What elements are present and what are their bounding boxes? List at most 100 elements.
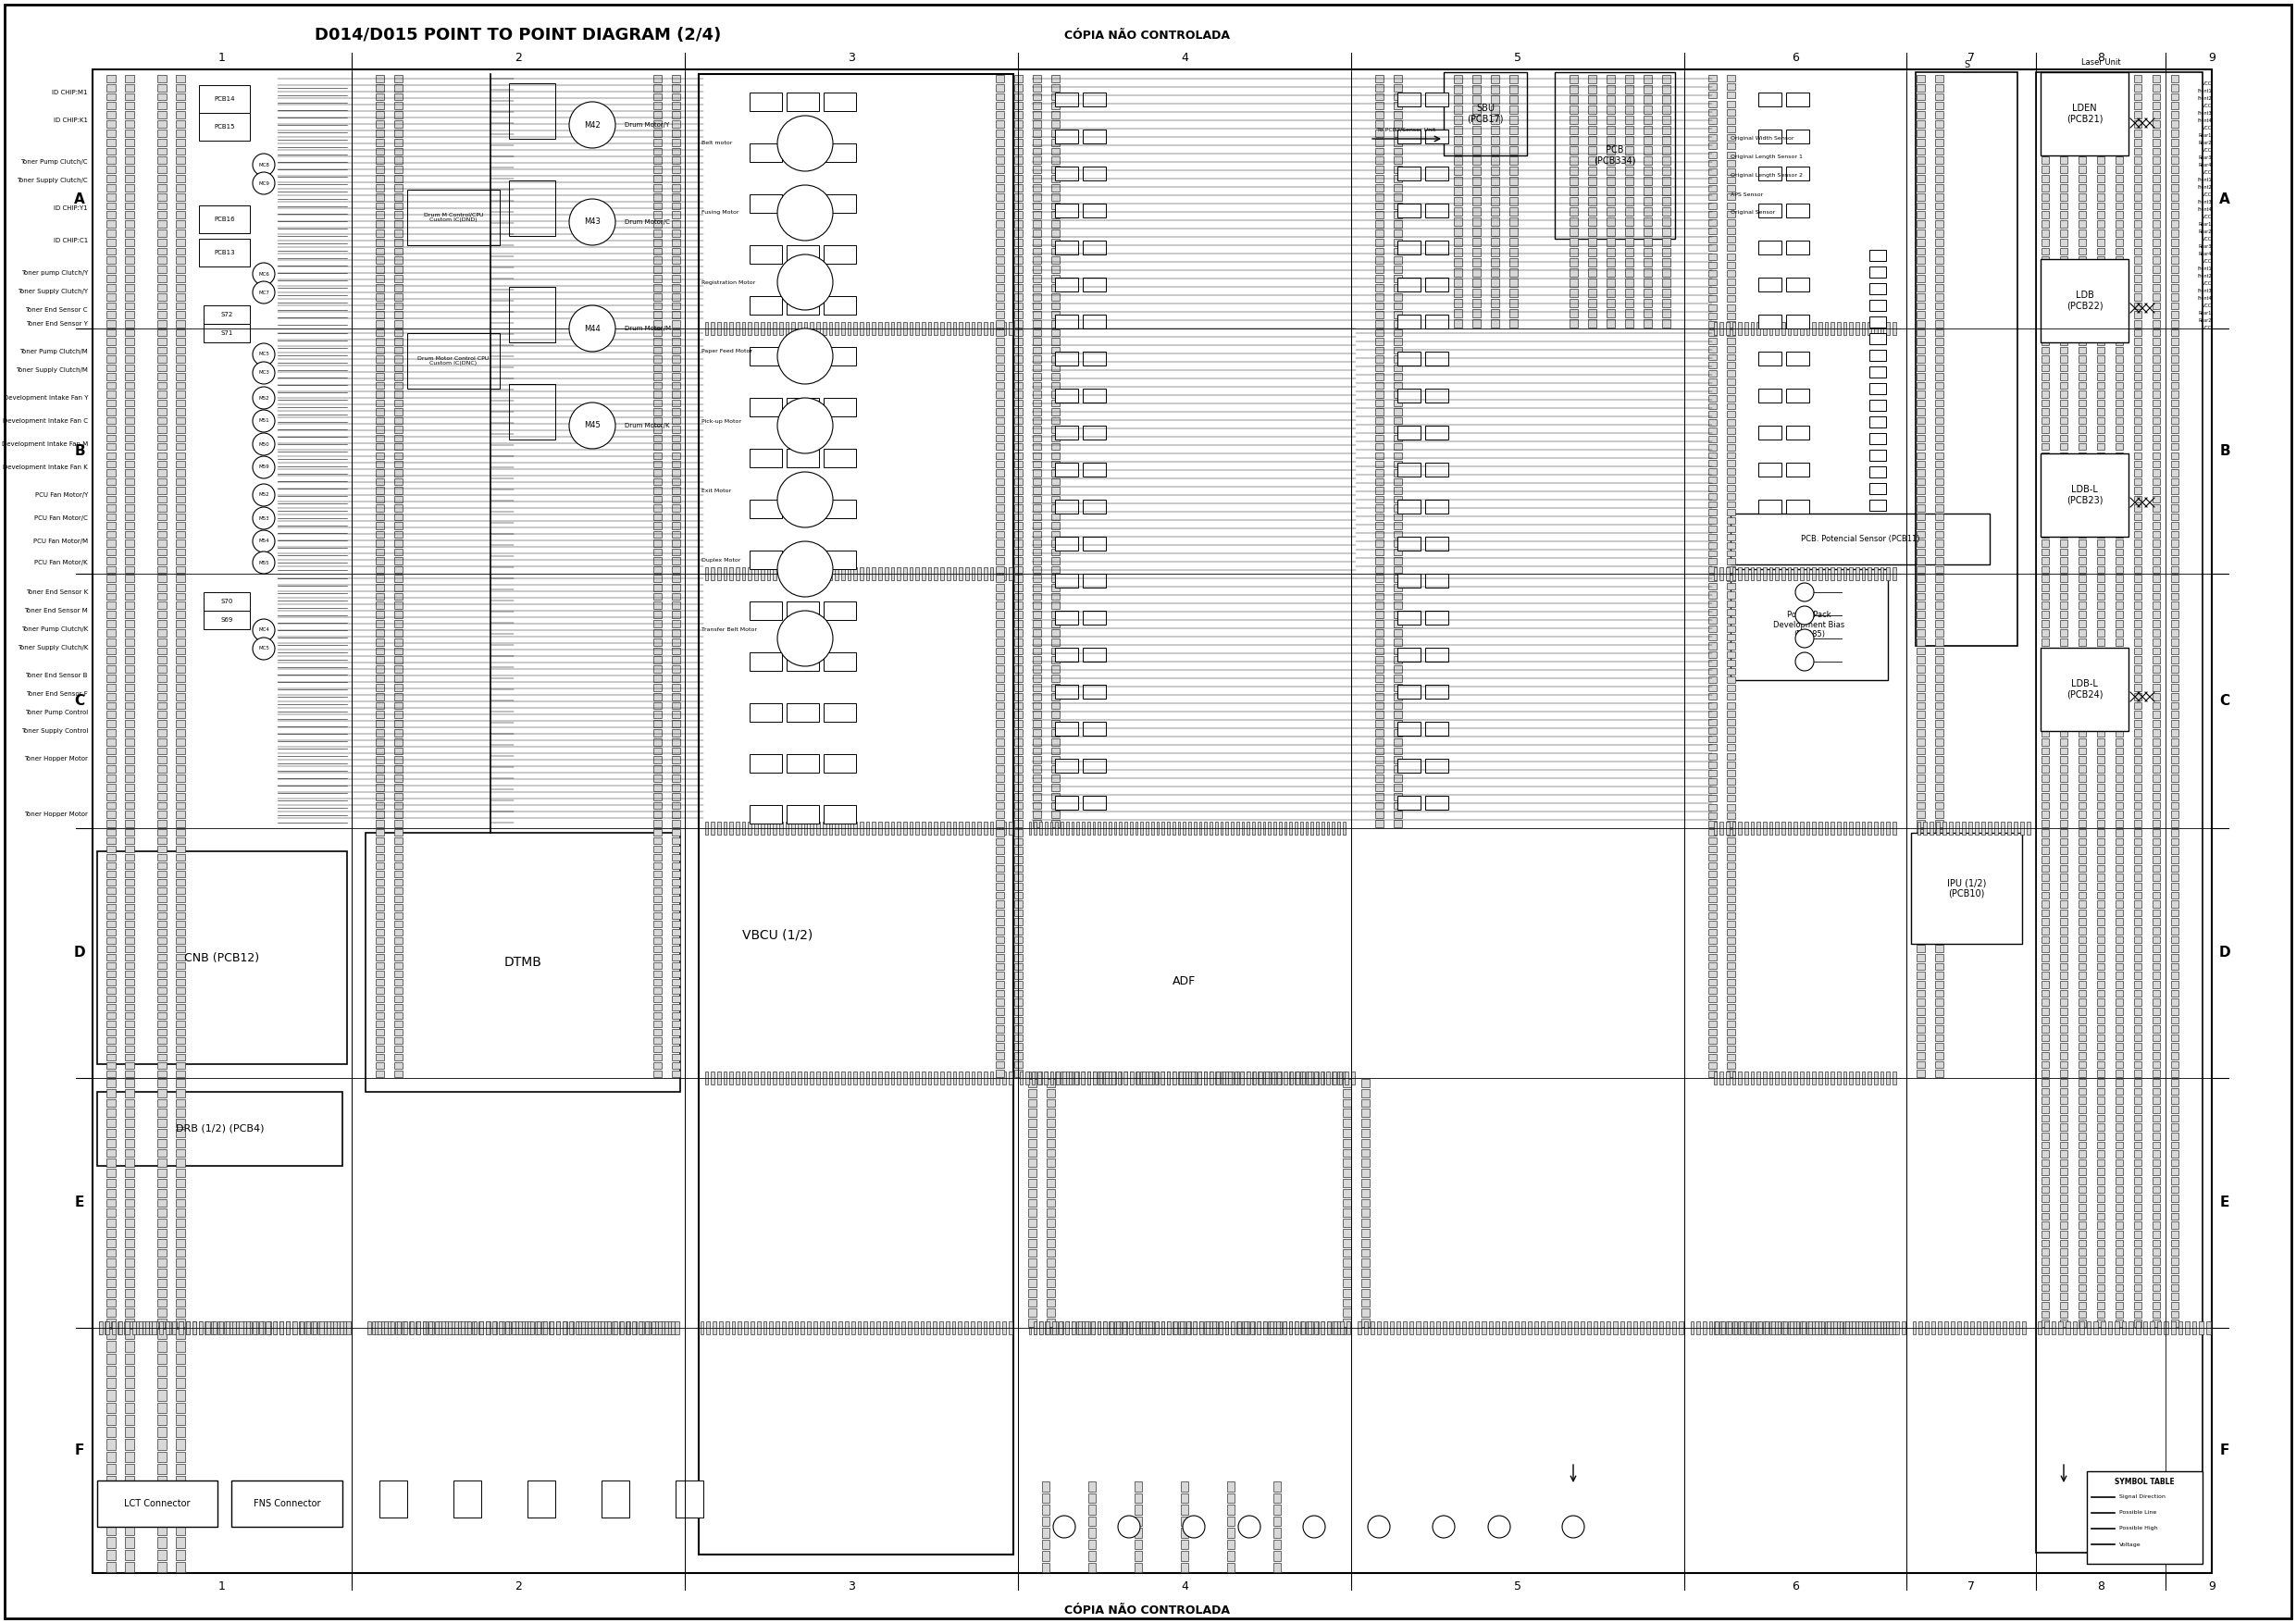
Bar [1727,583,1736,589]
Bar [1768,566,1773,579]
Bar [670,1053,680,1060]
Bar [1936,1034,1942,1042]
Bar [705,1071,707,1084]
Bar [374,443,383,450]
Bar [1453,208,1463,216]
Bar [1047,1130,1054,1138]
Bar [652,987,661,993]
Bar [1662,217,1669,226]
Bar [487,1321,489,1334]
Bar [2115,847,2124,854]
Bar [347,1321,351,1334]
Bar [668,1321,673,1334]
Bar [2078,1248,2087,1256]
Bar [1936,821,1940,834]
Bar [1970,1321,1975,1334]
Bar [124,166,133,174]
Bar [1708,1321,1713,1334]
Bar [2078,1266,2087,1274]
Bar [232,1480,342,1527]
Bar [2078,523,2087,529]
Bar [1042,1527,1049,1537]
Bar [1274,1516,1281,1526]
Bar [158,566,168,573]
Bar [1766,1321,1768,1334]
Bar [2060,1212,2066,1220]
Bar [1084,425,1107,440]
Bar [1362,1259,1368,1268]
Bar [1015,610,1022,618]
Bar [1398,278,1421,292]
Bar [2115,148,2124,154]
Bar [177,846,186,852]
Bar [1029,1219,1035,1227]
Bar [1708,261,1715,268]
Bar [2154,792,2161,800]
Bar [177,320,186,328]
Bar [2172,391,2179,398]
Bar [778,321,783,334]
Bar [158,1269,168,1277]
Text: Pick-up Motor: Pick-up Motor [703,419,742,424]
Bar [2115,417,2124,424]
Bar [1708,761,1715,768]
Bar [1936,638,1942,646]
Bar [106,505,115,511]
Bar [395,239,402,245]
Bar [2154,701,2161,709]
Bar [1708,1021,1715,1027]
Bar [1162,1071,1164,1084]
Bar [1887,566,1890,579]
Bar [177,203,186,209]
Bar [1508,1321,1513,1334]
Bar [158,1089,168,1097]
Bar [921,821,925,834]
Bar [2128,1321,2133,1334]
Bar [395,266,402,273]
Bar [2154,711,2161,717]
Bar [1320,1321,1325,1334]
Bar [2078,183,2087,192]
Bar [2041,1087,2048,1096]
Bar [2172,738,2179,745]
Text: PCU Fan Motor/C: PCU Fan Motor/C [34,516,87,521]
Bar [200,239,250,266]
Text: MC7: MC7 [257,291,269,295]
Bar [2096,873,2105,881]
Bar [374,880,383,886]
Bar [1199,1321,1201,1334]
Bar [1029,1089,1035,1097]
Bar [1738,1321,1740,1334]
Bar [161,1321,165,1334]
Bar [1274,1505,1281,1514]
Bar [2154,693,2161,700]
Bar [1731,1321,1736,1334]
Bar [748,602,783,620]
Bar [177,112,186,118]
Bar [2060,1240,2066,1246]
Bar [2172,513,2179,521]
Bar [1394,193,1401,200]
Bar [1727,880,1736,886]
Bar [1490,268,1499,276]
Bar [1626,146,1632,154]
Bar [2115,302,2124,310]
Bar [1837,321,1839,334]
Bar [670,381,680,390]
Bar [1049,821,1052,834]
Bar [652,1021,661,1027]
Bar [1343,1149,1350,1157]
Bar [2115,962,2124,971]
Bar [395,638,402,646]
Bar [1375,294,1382,300]
Bar [158,1079,168,1087]
Bar [395,495,402,503]
Bar [158,221,168,227]
Bar [1343,1109,1350,1117]
Bar [1093,1071,1095,1084]
Bar [1052,193,1058,200]
Bar [1789,1071,1791,1084]
Bar [1394,766,1401,773]
Bar [661,1321,666,1334]
Bar [177,1365,186,1376]
